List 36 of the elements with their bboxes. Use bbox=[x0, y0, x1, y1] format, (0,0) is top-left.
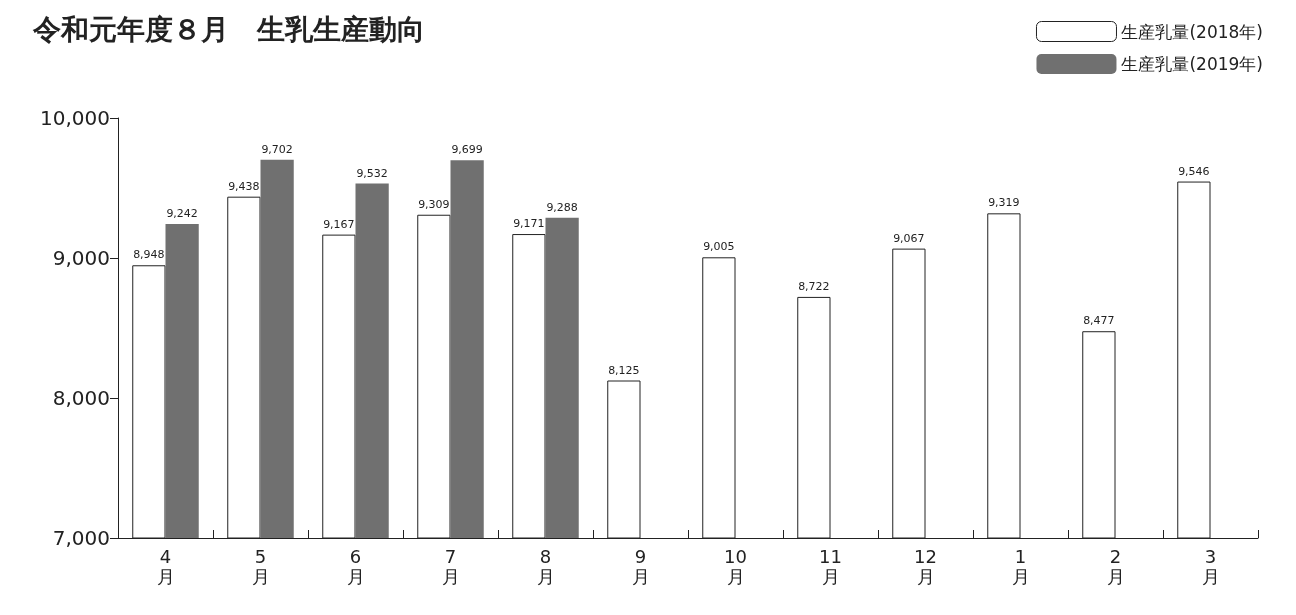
data-label: 9,702 bbox=[261, 142, 293, 156]
data-label: 9,005 bbox=[703, 240, 735, 254]
data-label: 9,288 bbox=[546, 200, 578, 214]
data-label: 9,167 bbox=[323, 217, 355, 231]
data-label: 9,171 bbox=[513, 217, 545, 231]
x-tick-label: 10月 bbox=[724, 545, 747, 587]
data-label: 8,948 bbox=[133, 248, 165, 262]
data-label: 9,699 bbox=[451, 143, 483, 157]
x-tick-label: 3月 bbox=[1201, 545, 1220, 587]
data-label: 8,477 bbox=[1083, 314, 1115, 328]
x-tick-label: 9月 bbox=[631, 545, 650, 587]
x-tick-label: 12月 bbox=[914, 545, 937, 587]
data-label: 9,309 bbox=[418, 197, 450, 211]
y-tick-label: 10,000 bbox=[40, 106, 110, 130]
x-tick-label: 11月 bbox=[819, 545, 842, 587]
x-tick-label: 7月 bbox=[441, 545, 460, 587]
y-tick-label: 9,000 bbox=[52, 246, 110, 270]
y-tick-label: 8,000 bbox=[52, 386, 110, 410]
x-tick-label: 5月 bbox=[251, 545, 270, 587]
data-label: 9,438 bbox=[228, 179, 260, 193]
data-label: 9,067 bbox=[893, 231, 925, 245]
data-label: 8,125 bbox=[608, 363, 640, 377]
data-label: 9,532 bbox=[356, 166, 388, 180]
x-tick-label: 4月 bbox=[156, 545, 175, 587]
x-tick-label: 8月 bbox=[536, 545, 555, 587]
x-tick-label: 1月 bbox=[1011, 545, 1030, 587]
y-tick-label: 7,000 bbox=[52, 526, 110, 550]
data-label: 9,546 bbox=[1178, 164, 1210, 178]
legend-label: 生産乳量(2018年) bbox=[1121, 21, 1263, 42]
x-tick-label: 2月 bbox=[1106, 545, 1125, 587]
data-label: 8,722 bbox=[798, 279, 830, 293]
x-tick-label: 6月 bbox=[346, 545, 365, 587]
data-label: 9,319 bbox=[988, 196, 1020, 210]
chart-title: 令和元年度８月 生乳生産動向 bbox=[32, 12, 425, 46]
legend-label: 生産乳量(2019年) bbox=[1121, 54, 1263, 74]
data-label: 9,242 bbox=[166, 207, 198, 221]
